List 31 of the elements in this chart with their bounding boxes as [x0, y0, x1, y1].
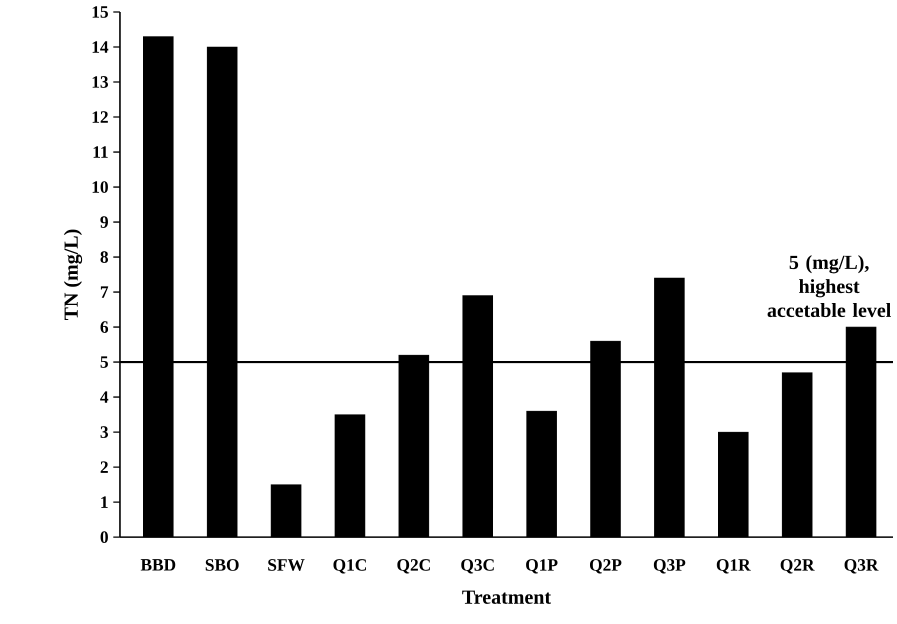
x-tick-label: Q2C [397, 559, 430, 574]
ref-line-label: 5 (mg/L), highest accetable level [768, 255, 891, 318]
y-tick-label: 2 [100, 461, 108, 473]
y-tick-label: 7 [100, 286, 108, 298]
x-tick-label: SFW [268, 559, 305, 572]
y-tick-label: 1 [101, 496, 108, 508]
y-tick-label: 0 [100, 531, 108, 544]
x-tick-label: Q3P [654, 559, 686, 574]
x-tick-label: Q3R [844, 559, 879, 574]
x-tick-label: Q2R [780, 559, 815, 574]
y-tick-label: 4 [100, 391, 108, 403]
x-tick-label: BBD [140, 559, 176, 571]
y-tick-label: 8 [100, 251, 108, 264]
y-tick-label: 14 [92, 41, 108, 53]
x-tick-label: SBO [206, 559, 239, 571]
y-axis-title: TN (mg/L) [64, 230, 82, 320]
x-tick-label: Q1C [333, 559, 366, 574]
x-tick-label: Q3C [461, 559, 494, 574]
y-tick-label: 15 [92, 6, 108, 18]
y-tick-label: 3 [100, 426, 108, 438]
y-tick-label: 11 [94, 146, 108, 158]
y-tick-label: 6 [100, 321, 108, 333]
x-tick-label: Q1P [526, 559, 558, 574]
x-tick-label: Q1R [716, 559, 751, 574]
x-tick-label: Q2P [590, 559, 622, 574]
y-tick-label: 9 [100, 216, 108, 228]
y-tick-label: 5 [100, 356, 108, 368]
y-tick-label: 10 [92, 181, 108, 193]
y-tick-label: 12 [92, 111, 108, 123]
x-axis-title: Treatment [462, 590, 551, 604]
y-tick-label: 13 [92, 76, 108, 88]
